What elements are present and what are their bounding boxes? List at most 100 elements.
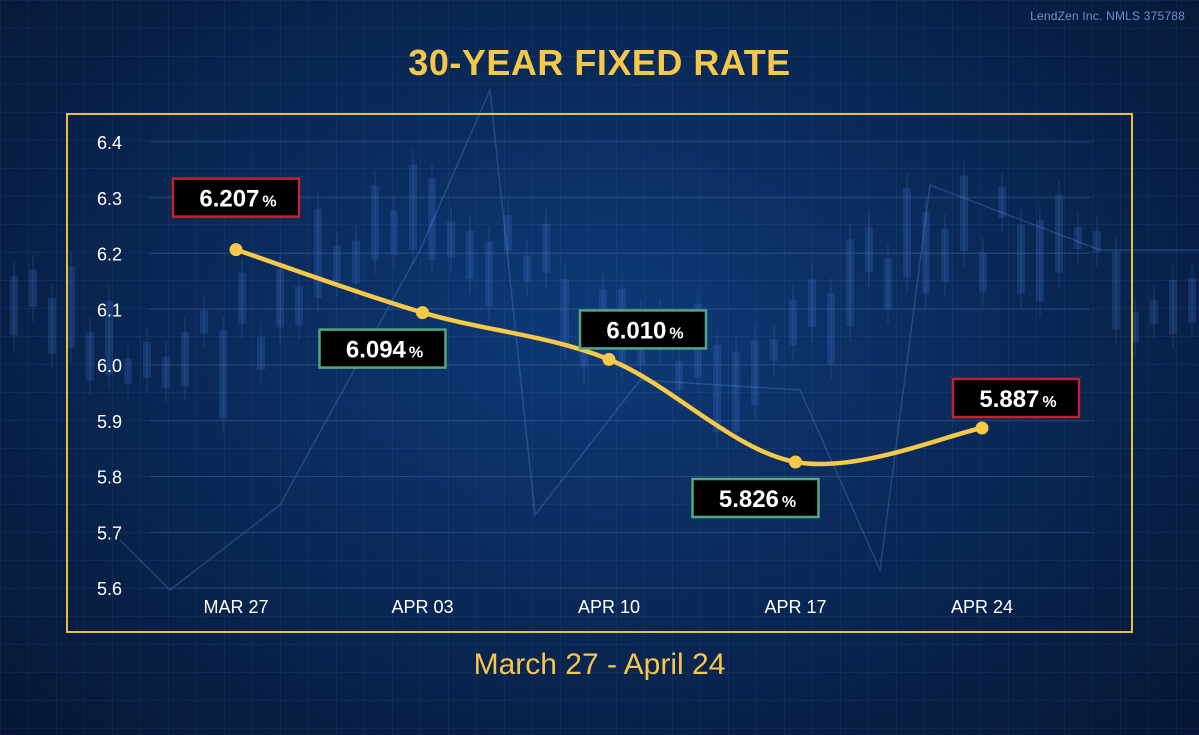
bg-candle-body bbox=[1017, 224, 1025, 294]
data-label: 5.887% bbox=[951, 377, 1081, 419]
date-range-subtitle: March 27 - April 24 bbox=[473, 648, 726, 681]
bg-candle-body bbox=[1150, 300, 1158, 324]
x-axis-ticks: MAR 27 APR 03 APR 10 APR 17 APR 24 bbox=[203, 597, 1013, 617]
data-point bbox=[416, 306, 429, 320]
bg-candle-body bbox=[732, 351, 740, 432]
bg-candle-body bbox=[447, 221, 455, 258]
plot-frame bbox=[66, 113, 1133, 633]
y-tick-label: 6.2 bbox=[97, 245, 122, 265]
bg-candle-body bbox=[219, 330, 227, 419]
bg-candle-body bbox=[485, 241, 493, 307]
data-points bbox=[229, 243, 989, 469]
bg-candle-body bbox=[67, 266, 75, 348]
bg-candle-body bbox=[751, 340, 759, 406]
data-label-text: 5.887% bbox=[979, 386, 1056, 413]
bg-candle-body bbox=[770, 339, 778, 362]
bg-candle-body bbox=[523, 255, 531, 282]
y-tick-label: 5.6 bbox=[97, 579, 122, 599]
bg-candle-body bbox=[789, 300, 797, 346]
grid-lines bbox=[150, 141, 1090, 589]
bg-candle-body bbox=[390, 210, 398, 255]
bg-candle-body bbox=[960, 175, 968, 251]
bg-candle-body bbox=[542, 223, 550, 273]
y-tick-label: 6.0 bbox=[97, 356, 122, 376]
data-labels: 6.207 % 6.094 % 6.010 % 5.826 % 5.887% bbox=[171, 177, 1081, 519]
y-tick-label: 5.8 bbox=[97, 468, 122, 488]
data-point bbox=[602, 352, 616, 366]
data-point bbox=[789, 455, 802, 469]
bg-candle-body bbox=[200, 310, 208, 334]
bg-candle-body bbox=[846, 239, 854, 327]
bg-candle-body bbox=[504, 215, 512, 251]
bg-candle-body bbox=[352, 240, 360, 284]
bg-candle-body bbox=[466, 230, 474, 279]
bg-candle-body bbox=[371, 185, 379, 260]
data-label-box bbox=[578, 309, 708, 350]
bg-candle-body bbox=[998, 186, 1006, 218]
bg-candle-body bbox=[124, 358, 132, 385]
bg-candle-body bbox=[86, 331, 94, 381]
data-label-box bbox=[171, 177, 301, 218]
data-label: 6.094% bbox=[318, 328, 447, 369]
x-tick-label: APR 24 bbox=[951, 597, 1013, 617]
x-tick-label: APR 10 bbox=[578, 597, 640, 617]
bg-candle-body bbox=[808, 279, 816, 327]
data-label-box bbox=[951, 377, 1081, 419]
bg-candle-body bbox=[409, 164, 417, 250]
bg-candle-body bbox=[1112, 251, 1120, 330]
bg-candle-body bbox=[884, 258, 892, 310]
data-point bbox=[975, 421, 989, 435]
x-tick-label: APR 17 bbox=[764, 597, 826, 617]
bg-candle-body bbox=[29, 269, 37, 307]
bg-candle-body bbox=[561, 278, 569, 345]
y-tick-label: 5.7 bbox=[97, 523, 122, 543]
data-label-box bbox=[691, 477, 820, 519]
bg-candle-body bbox=[48, 298, 56, 354]
y-tick-label: 6.1 bbox=[97, 300, 122, 320]
bg-candle-body bbox=[865, 226, 873, 273]
bg-candle-body bbox=[143, 341, 151, 379]
bg-trend-line bbox=[119, 87, 1199, 591]
data-label: 6.207% bbox=[171, 177, 301, 218]
bg-candle-body bbox=[333, 245, 341, 283]
y-axis-ticks: 5.6 5.7 5.8 5.9 6.0 6.1 6.2 6.3 6.4 bbox=[97, 133, 122, 599]
data-label-box bbox=[318, 328, 447, 369]
bg-candle-body bbox=[1036, 220, 1044, 302]
y-tick-label: 6.4 bbox=[97, 133, 122, 153]
data-label: 5.826% bbox=[691, 477, 820, 519]
data-label: 6.010% bbox=[578, 309, 708, 350]
bg-candle-body bbox=[713, 344, 721, 433]
x-tick-label: APR 03 bbox=[391, 597, 453, 617]
bg-candle-body bbox=[1093, 231, 1101, 253]
data-label-text: 6.094% bbox=[346, 337, 423, 364]
bg-candle-body bbox=[162, 356, 170, 388]
bg-candle-body bbox=[276, 268, 284, 328]
bg-candle-body bbox=[105, 300, 113, 376]
data-point bbox=[229, 243, 243, 257]
bg-candle-body bbox=[1074, 226, 1082, 250]
bg-candle-body bbox=[1169, 279, 1177, 335]
bg-candle-body bbox=[10, 276, 18, 336]
bg-candle-body bbox=[675, 361, 683, 391]
bg-candle-body bbox=[238, 272, 246, 324]
x-tick-label: MAR 27 bbox=[203, 597, 268, 617]
bg-candle-body bbox=[1055, 194, 1063, 273]
watermark: LendZen Inc. NMLS 375788 bbox=[1030, 9, 1185, 23]
y-tick-label: 6.3 bbox=[97, 189, 122, 209]
y-tick-label: 5.9 bbox=[97, 412, 122, 432]
bg-candle-body bbox=[257, 336, 265, 371]
bg-candle-body bbox=[903, 188, 911, 278]
bg-candle-body bbox=[979, 252, 987, 292]
data-label-text: 6.207% bbox=[199, 186, 276, 213]
bg-candle-body bbox=[941, 229, 949, 282]
data-label-text: 6.010% bbox=[606, 317, 683, 344]
bg-candle-body bbox=[295, 285, 303, 326]
bg-candle-body bbox=[1188, 278, 1196, 324]
bg-candle-body bbox=[1131, 312, 1139, 343]
data-label-text: 5.826% bbox=[719, 486, 796, 513]
bg-candle-body bbox=[827, 293, 835, 365]
bg-candle-body bbox=[428, 178, 436, 261]
